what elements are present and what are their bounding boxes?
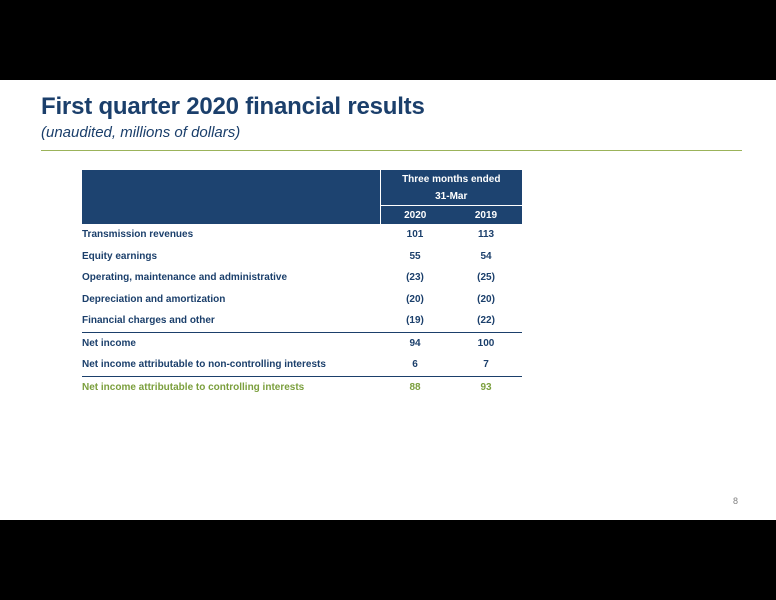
value-2020: (20) bbox=[406, 293, 424, 305]
table-row: Operating, maintenance and administrativ… bbox=[82, 267, 522, 289]
row-label: Net income attributable to controlling i… bbox=[82, 375, 380, 398]
row-label: Equity earnings bbox=[82, 250, 158, 262]
value-2020: 101 bbox=[406, 229, 424, 241]
financial-results-table: Three months ended 31-Mar 2020 2019 Tran… bbox=[82, 170, 523, 398]
row-label: Operating, maintenance and administrativ… bbox=[82, 272, 288, 284]
value-2020: 94 bbox=[409, 337, 421, 349]
value-2019: 113 bbox=[477, 229, 495, 241]
page-subtitle: (unaudited, millions of dollars) bbox=[41, 124, 241, 141]
value-2019: (22) bbox=[450, 310, 523, 333]
row-label: Net income attributable to non-controlli… bbox=[82, 359, 326, 371]
value-2019: (20) bbox=[477, 293, 495, 305]
value-2020: 6 bbox=[412, 359, 418, 371]
table-row: Net income 94 100 bbox=[82, 332, 522, 354]
header-group: Three months ended 31-Mar bbox=[380, 170, 523, 206]
table-row: Net income attributable to controlling i… bbox=[82, 375, 523, 398]
table-row: Depreciation and amortization (20) (20) bbox=[82, 289, 522, 311]
table-row: Equity earnings 55 54 bbox=[82, 246, 522, 268]
value-2020: 55 bbox=[409, 250, 421, 262]
header-group-line2: 31-Mar bbox=[435, 190, 468, 202]
value-2019: 100 bbox=[477, 337, 495, 349]
column-header-2020: 2020 bbox=[380, 205, 450, 224]
value-2020: (19) bbox=[380, 310, 450, 333]
header-group-line1: Three months ended bbox=[402, 173, 501, 185]
row-label: Financial charges and other bbox=[82, 310, 380, 333]
value-2019: 7 bbox=[483, 359, 489, 371]
title-divider bbox=[41, 150, 742, 151]
value-2020: (23) bbox=[406, 272, 424, 284]
page-title: First quarter 2020 financial results bbox=[41, 93, 425, 120]
value-2019: 54 bbox=[480, 250, 492, 262]
table-row: Transmission revenues 101 113 bbox=[82, 224, 522, 246]
column-header-2019: 2019 bbox=[450, 205, 523, 224]
slide: First quarter 2020 financial results (un… bbox=[0, 80, 776, 520]
table-row: Financial charges and other (19) (22) bbox=[82, 310, 523, 333]
value-2019: 93 bbox=[450, 375, 523, 398]
value-2019: (25) bbox=[477, 272, 495, 284]
value-2020: 88 bbox=[380, 375, 450, 398]
table-row: Net income attributable to non-controlli… bbox=[82, 354, 522, 376]
row-label: Transmission revenues bbox=[82, 229, 194, 241]
row-label: Depreciation and amortization bbox=[82, 293, 226, 305]
row-label: Net income bbox=[82, 337, 136, 349]
header-blank-cell bbox=[82, 170, 381, 224]
page-number: 8 bbox=[733, 496, 739, 506]
